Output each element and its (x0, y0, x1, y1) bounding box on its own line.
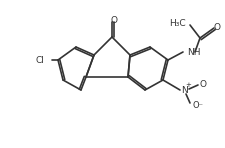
Text: O: O (213, 22, 220, 32)
Text: H₃C: H₃C (169, 18, 185, 28)
Text: +: + (184, 82, 190, 88)
Text: Cl: Cl (35, 56, 44, 65)
Text: O: O (199, 79, 206, 89)
Text: N: N (181, 86, 188, 95)
Text: O: O (110, 16, 117, 25)
Text: O⁻: O⁻ (192, 100, 203, 110)
Text: NH: NH (186, 48, 200, 57)
